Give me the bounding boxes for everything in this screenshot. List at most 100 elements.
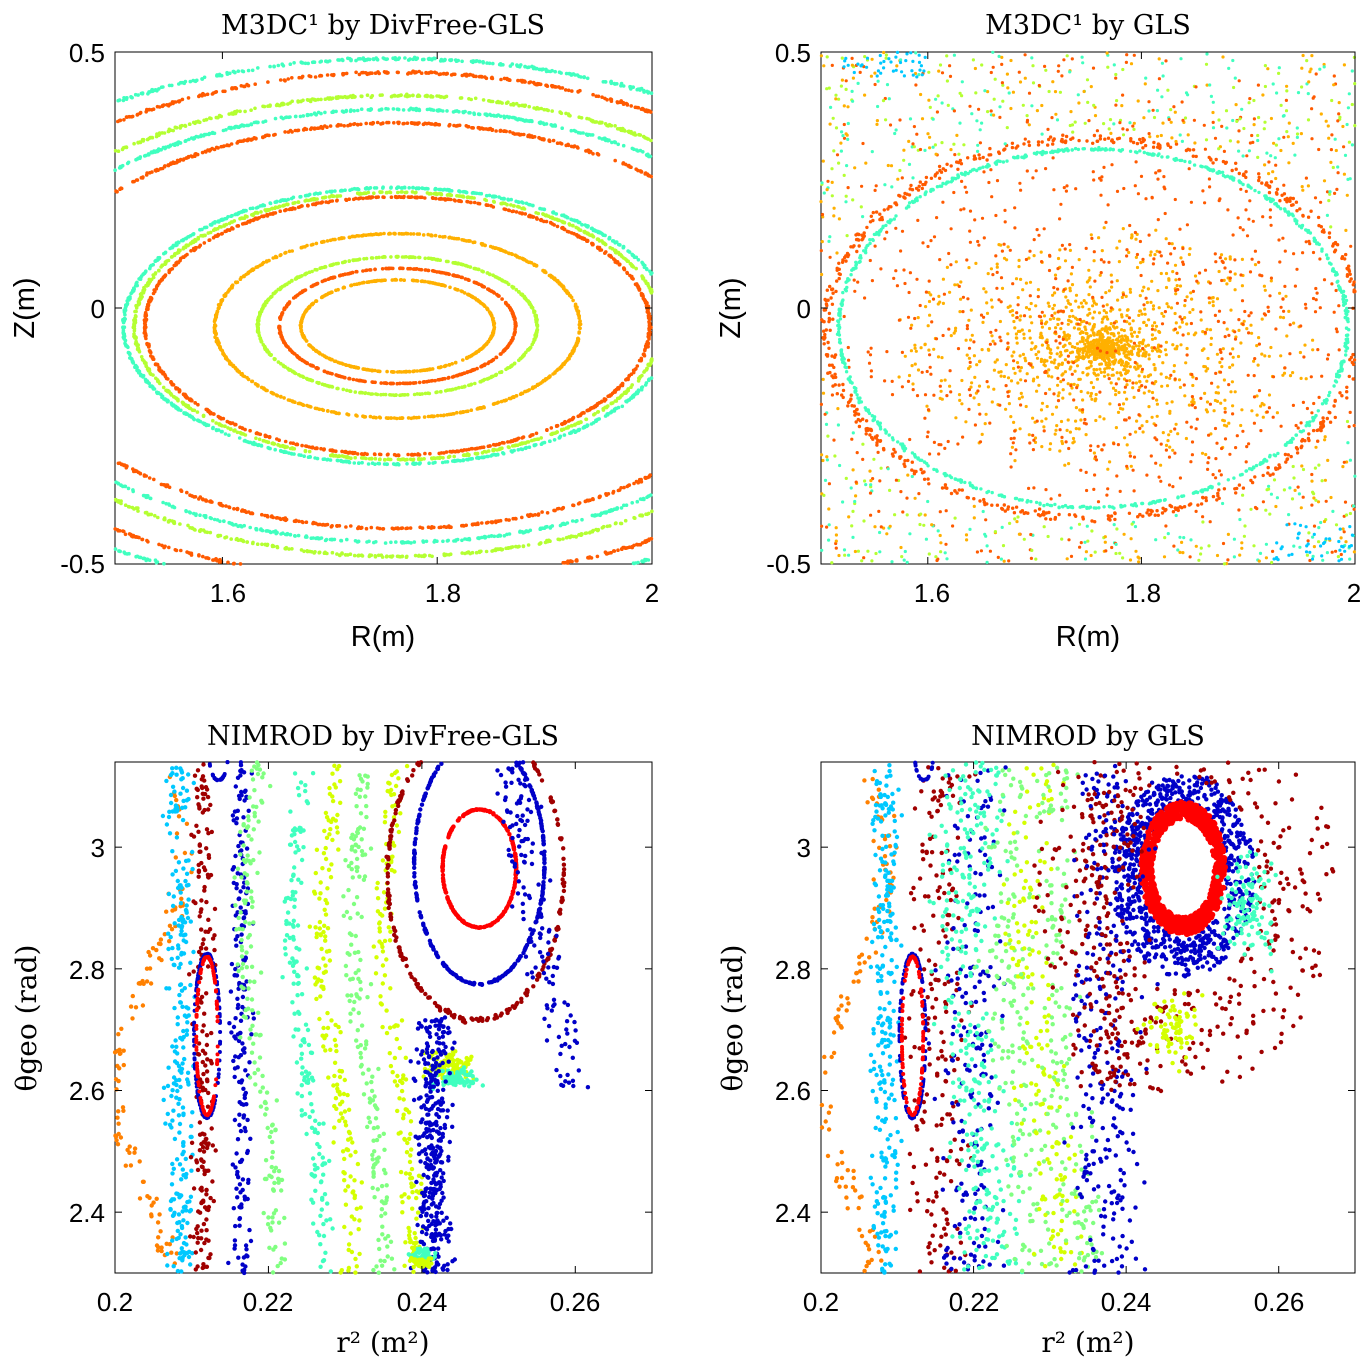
data-point (393, 231, 397, 236)
data-point (127, 115, 132, 119)
data-point (381, 527, 385, 531)
data-point (270, 514, 274, 518)
data-point (307, 343, 312, 347)
data-point (411, 93, 415, 98)
data-point (352, 461, 357, 465)
data-point (564, 535, 569, 540)
data-point (458, 199, 463, 203)
data-point (361, 280, 366, 285)
data-point (491, 448, 495, 453)
data-point (428, 451, 432, 456)
data-point (452, 412, 456, 416)
data-point (618, 252, 623, 257)
data-point (404, 254, 408, 259)
data-point (162, 274, 167, 279)
data-point (379, 381, 384, 385)
data-point (265, 214, 270, 218)
data-point (274, 393, 279, 397)
data-point (616, 488, 621, 493)
data-point (623, 518, 628, 523)
data-point (571, 298, 575, 303)
data-point (634, 367, 638, 371)
data-point (320, 240, 324, 244)
data-point (369, 525, 374, 530)
data-point (547, 374, 552, 379)
data-point (609, 97, 614, 102)
data-point (517, 544, 521, 549)
data-point (613, 158, 617, 163)
data-point (496, 400, 501, 405)
data-point (604, 250, 608, 254)
data-point (493, 401, 497, 406)
data-point (566, 419, 571, 423)
data-point (576, 226, 580, 231)
data-point (283, 130, 287, 134)
data-point (149, 372, 153, 377)
data-point (230, 283, 235, 288)
data-point (206, 556, 211, 561)
data-point (486, 339, 491, 344)
data-point (168, 102, 173, 106)
data-point (591, 242, 595, 247)
data-point (345, 388, 349, 393)
data-point (423, 256, 428, 261)
data-point (184, 394, 188, 398)
data-point (378, 416, 383, 420)
data-point (415, 453, 420, 457)
data-point (347, 259, 352, 263)
data-point (405, 554, 409, 559)
data-point (466, 200, 470, 204)
data-point (416, 94, 420, 98)
data-point (362, 415, 367, 419)
data-point (377, 71, 382, 76)
data-point (300, 316, 305, 320)
data-point (366, 391, 371, 396)
data-point (445, 271, 450, 276)
data-point (370, 195, 375, 199)
data-point (133, 316, 137, 320)
data-point (157, 133, 161, 138)
data-point (245, 82, 249, 87)
data-point (153, 362, 158, 367)
data-point (396, 121, 401, 126)
data-point (147, 281, 151, 286)
data-point (372, 191, 376, 195)
data-point (522, 294, 527, 299)
data-point (311, 197, 316, 202)
data-point (404, 190, 409, 195)
data-point (639, 477, 643, 482)
data-point (456, 236, 461, 241)
data-point (503, 249, 507, 254)
data-point (169, 380, 173, 385)
data-point (584, 417, 588, 422)
chart-title: M3DC¹ by DivFree-GLS (221, 10, 545, 41)
data-point (552, 276, 557, 281)
data-point (409, 232, 413, 236)
data-point (508, 130, 512, 134)
data-point (383, 278, 387, 283)
data-point (240, 508, 245, 512)
data-point (361, 367, 366, 371)
data-point (518, 211, 522, 215)
data-point (113, 497, 118, 502)
data-point (527, 514, 531, 518)
data-point (253, 82, 257, 86)
data-point (193, 152, 197, 156)
data-point (415, 195, 419, 200)
data-point (173, 125, 178, 130)
data-point (596, 94, 601, 99)
data-point (558, 110, 563, 115)
data-point (370, 94, 375, 98)
data-point (648, 314, 652, 319)
data-point (577, 115, 581, 119)
data-point (358, 390, 363, 395)
data-point (409, 416, 414, 421)
data-point (392, 416, 397, 420)
data-point (132, 141, 136, 146)
data-point (344, 553, 348, 557)
data-point (437, 451, 442, 456)
data-point (589, 406, 593, 411)
data-point (255, 382, 259, 387)
data-point (387, 231, 392, 236)
data-point (390, 278, 395, 282)
